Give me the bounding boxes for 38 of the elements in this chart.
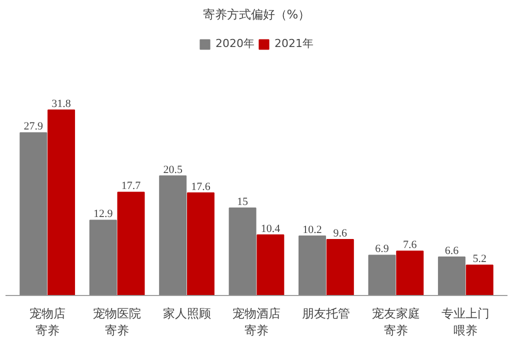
bar xyxy=(159,175,187,296)
x-tick-label: 家人照顾 xyxy=(162,306,211,320)
data-label: 12.9 xyxy=(93,208,114,220)
data-label: 31.8 xyxy=(52,98,72,110)
bar xyxy=(228,207,256,296)
data-label: 10.2 xyxy=(302,224,322,236)
bar xyxy=(466,264,494,296)
bar xyxy=(438,256,466,296)
data-label: 7.6 xyxy=(403,239,418,252)
bar xyxy=(48,109,76,296)
bar xyxy=(20,132,48,296)
chart-title: 寄养方式偏好（%） xyxy=(202,8,310,22)
bar xyxy=(298,235,326,296)
bar xyxy=(256,234,284,296)
legend-label: 2021年 xyxy=(274,36,314,51)
x-tick-label: 朋友托管 xyxy=(302,306,350,320)
bar xyxy=(89,220,117,296)
data-label: 17.6 xyxy=(191,180,211,193)
bar xyxy=(186,192,214,296)
data-label: 17.7 xyxy=(121,180,142,192)
legend-label: 2020年 xyxy=(216,36,254,51)
x-tick-label: 宠物医院寄养 xyxy=(93,306,142,338)
data-label: 10.4 xyxy=(260,222,281,235)
bar xyxy=(117,192,145,296)
x-tick-label: 宠物酒店寄养 xyxy=(232,306,280,338)
bar xyxy=(368,254,396,296)
data-label: 5.2 xyxy=(472,253,486,266)
data-label: 20.5 xyxy=(163,164,183,176)
data-label: 6.9 xyxy=(375,243,390,256)
x-tick-label: 专业上门喂养 xyxy=(442,306,490,338)
data-label: 6.6 xyxy=(444,244,460,257)
data-label: 9.6 xyxy=(333,227,348,240)
bar xyxy=(396,250,424,296)
x-tick-label: 宠物店寄养 xyxy=(29,306,66,338)
data-label: 27.9 xyxy=(24,120,44,133)
data-label: 15 xyxy=(237,196,249,208)
x-tick-label: 宠友家庭寄养 xyxy=(372,306,420,338)
bar xyxy=(326,238,354,296)
